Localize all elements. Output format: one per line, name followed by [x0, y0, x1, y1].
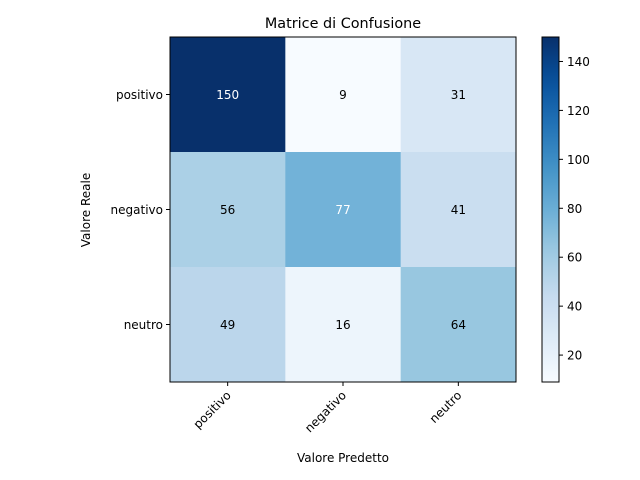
heatmap-cell: [170, 37, 286, 153]
heatmap-cell: [400, 152, 517, 268]
heatmap-cell: [285, 267, 402, 383]
colorbar-tick-label: 140: [567, 55, 590, 69]
heatmap-cell: [400, 37, 517, 153]
cell-value-label: 9: [339, 88, 347, 102]
y-tick-label: negativo: [111, 203, 163, 217]
y-tick-label: neutro: [124, 318, 163, 332]
cell-value-label: 31: [451, 88, 466, 102]
x-axis-label: Valore Predetto: [297, 451, 389, 465]
colorbar-tick-label: 100: [567, 153, 590, 167]
heatmap-cell: [285, 37, 402, 153]
y-tick-label: positivo: [116, 88, 163, 102]
heatmap-cell: [285, 152, 402, 268]
cell-value-label: 64: [451, 318, 466, 332]
colorbar: [541, 36, 560, 383]
colorbar-tick-label: 80: [567, 202, 582, 216]
heatmap-cell: [170, 152, 286, 268]
colorbar-tick-label: 40: [567, 300, 582, 314]
cell-value-label: 16: [335, 318, 350, 332]
colorbar-tick-label: 20: [567, 349, 582, 363]
heatmap-cell: [400, 267, 517, 383]
cell-value-label: 41: [451, 203, 466, 217]
cell-value-label: 77: [335, 203, 350, 217]
x-tick-label: positivo: [191, 388, 234, 431]
cell-value-label: 49: [220, 318, 235, 332]
y-axis-label: Valore Reale: [79, 173, 93, 247]
cell-value-label: 56: [220, 203, 235, 217]
x-tick-label: negativo: [302, 388, 349, 435]
cell-value-label: 150: [216, 88, 239, 102]
x-tick-label: neutro: [427, 388, 465, 426]
colorbar-tick-label: 60: [567, 251, 582, 265]
colorbar-tick-label: 120: [567, 104, 590, 118]
chart-title: Matrice di Confusione: [265, 16, 421, 32]
heatmap-cell: [170, 267, 286, 383]
